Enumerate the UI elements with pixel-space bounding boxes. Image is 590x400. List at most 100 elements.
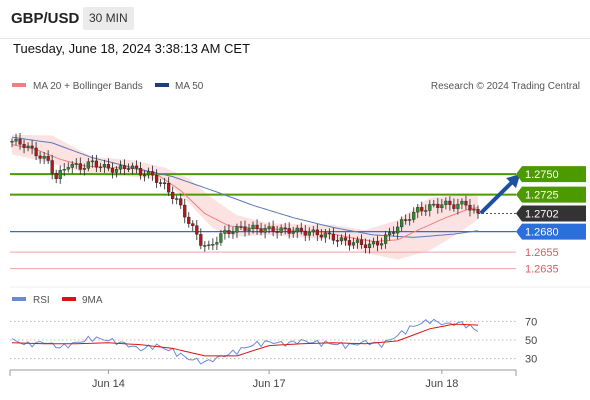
candle-body: [18, 138, 22, 145]
level-lines: [10, 173, 516, 270]
candle-body: [155, 174, 159, 183]
candle-body: [428, 204, 432, 211]
candle-body: [203, 245, 207, 247]
candle-body: [199, 234, 203, 246]
candle-body: [392, 232, 396, 234]
candle-body: [327, 232, 331, 235]
x-tick-1: Jun 17: [253, 378, 286, 390]
candle-body: [408, 219, 412, 221]
candle-body: [14, 138, 18, 142]
candle-body: [267, 226, 271, 229]
candle-body: [26, 145, 30, 148]
candle-body: [82, 168, 86, 170]
candle-body: [187, 216, 191, 224]
candle-body: [243, 226, 247, 231]
candle-body: [195, 225, 199, 235]
main-plot: 1.2750 1.2725 1.2702 1.2680 1.2655 1.2635: [10, 132, 586, 276]
candle-body: [106, 164, 111, 169]
chart-header: GBP/USD 30 MIN: [0, 0, 590, 39]
candle-body: [235, 226, 239, 233]
candle-body: [295, 227, 299, 233]
candle-body: [30, 145, 34, 149]
candle-body: [191, 223, 195, 226]
candle-body: [396, 226, 400, 234]
rsi-legend-label: RSI: [33, 295, 50, 306]
candle-body: [239, 226, 243, 228]
rsi-legend-swatch: [12, 297, 26, 301]
datetime-label: Tuesday, June 18, 2024 3:38:13 AM CET: [13, 41, 251, 56]
candle-body: [375, 241, 380, 246]
candle-body: [163, 182, 167, 184]
candle-body: [287, 228, 291, 234]
candle-body: [299, 227, 303, 232]
candle-body: [138, 167, 143, 176]
candle-body: [251, 224, 255, 229]
candle-body: [66, 167, 70, 170]
candle-body: [134, 165, 139, 169]
candle-body: [388, 232, 392, 236]
level-label-1.2750: 1.2750: [525, 169, 559, 181]
candle-body: [263, 228, 267, 233]
candle-body: [159, 182, 163, 184]
candle-body: [10, 141, 14, 143]
candle-body: [359, 239, 364, 245]
candle-body: [291, 231, 295, 234]
candle-body: [58, 170, 62, 179]
ma50-line: [11, 136, 479, 238]
ma9-legend-swatch: [62, 297, 76, 301]
candle-body: [34, 147, 38, 157]
candle-body: [78, 163, 82, 170]
candle-body: [379, 243, 384, 246]
rsi-tick-50: 50: [525, 335, 537, 347]
candle-body: [416, 207, 420, 213]
candle-body: [215, 242, 219, 245]
rsi-tick-70: 70: [525, 316, 537, 328]
candle-body: [70, 163, 74, 168]
candle-body: [404, 219, 408, 221]
rsi-grid: 70 50 30: [10, 316, 537, 366]
symbol-title: GBP/USD: [11, 10, 80, 27]
x-axis-ticks: Jun 14 Jun 17 Jun 18: [92, 370, 458, 390]
rsi-ma9-line: [11, 323, 479, 357]
candle-body: [303, 231, 307, 236]
candle-body: [151, 171, 155, 176]
x-tick-2: Jun 18: [425, 378, 458, 390]
candle-body: [283, 227, 287, 230]
timeframe-badge[interactable]: 30 MIN: [83, 7, 134, 30]
x-tick-0: Jun 14: [92, 378, 125, 390]
candle-body: [227, 230, 231, 234]
candle-body: [279, 227, 283, 233]
candle-body: [171, 191, 175, 199]
candle-body: [219, 233, 223, 243]
candle-body: [319, 234, 323, 238]
candle-body: [175, 198, 179, 200]
candle-body: [247, 228, 251, 231]
candle-body: [211, 244, 215, 246]
candle-body: [347, 240, 352, 246]
candle-body: [231, 232, 235, 234]
candle-body: [468, 204, 472, 211]
candle-body: [371, 241, 376, 245]
candle-body: [46, 156, 50, 161]
candle-body: [331, 233, 335, 241]
candle-body: [54, 172, 58, 179]
candle-body: [223, 230, 227, 234]
candle-body: [323, 232, 327, 238]
candle-body: [255, 224, 259, 230]
candle-body: [90, 160, 94, 163]
candle-body: [420, 207, 424, 212]
candle-body: [363, 244, 368, 249]
candle-body: [444, 200, 448, 205]
candle-body: [464, 200, 468, 206]
level-label-1.2702: 1.2702: [525, 209, 559, 221]
candle-body: [179, 198, 183, 206]
candle-body: [436, 203, 440, 208]
candle-body: [42, 156, 46, 159]
level-label-1.2725: 1.2725: [525, 190, 559, 202]
forecast-arrow-head: [506, 174, 521, 189]
candle-body: [400, 219, 404, 228]
level-label-1.2655: 1.2655: [525, 247, 559, 259]
candle-body: [339, 237, 344, 242]
candle-body: [74, 163, 78, 165]
